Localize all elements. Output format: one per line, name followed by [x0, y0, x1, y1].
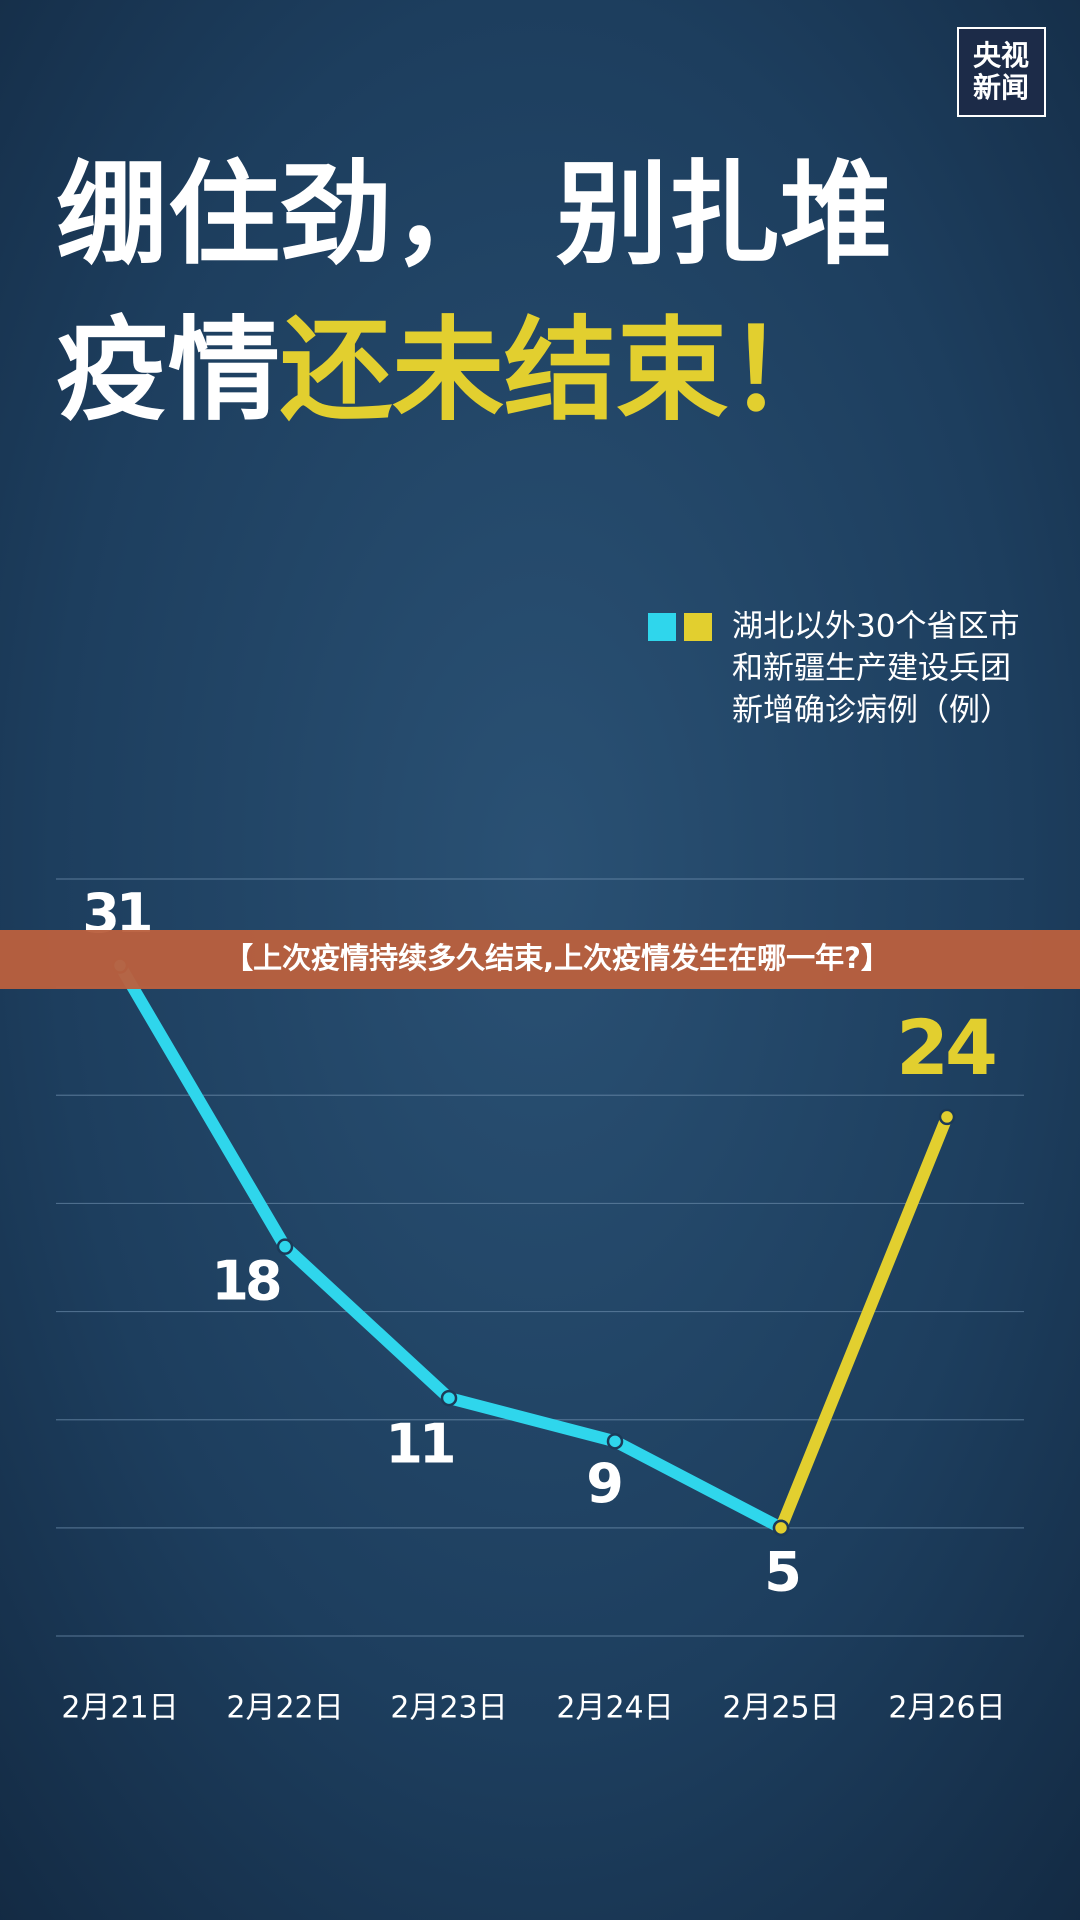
point: [938, 1108, 956, 1126]
legend-swatch: [684, 613, 712, 641]
point: [276, 1238, 294, 1255]
legend-text: 和新疆生产建设兵团: [732, 651, 1011, 687]
title: 疫情还未结束！: [56, 306, 840, 436]
title-part: 别扎堆: [556, 150, 892, 280]
data-label: 24: [896, 1003, 995, 1092]
data-label: 9: [586, 1452, 621, 1515]
title-part: 还未结束！: [280, 306, 840, 436]
logo-box: [957, 27, 1046, 117]
x-tick-label: 2月26日: [888, 1691, 1005, 1726]
data-label: 11: [385, 1413, 453, 1476]
logo-text: 新闻: [973, 71, 1029, 104]
banner-bar: [0, 930, 1080, 989]
data-label: 5: [764, 1540, 798, 1603]
line: [775, 1110, 953, 1534]
x-tick-label: 2月25日: [722, 1691, 839, 1726]
logo: 央视 新闻: [957, 27, 1046, 117]
x-tick-label: 2月23日: [390, 1691, 507, 1726]
title: 绷住劲， 别扎堆: [56, 150, 892, 280]
logo-text: 央视: [973, 39, 1029, 72]
title-part: 绷住劲，: [56, 150, 504, 280]
point: [772, 1519, 790, 1537]
x-tick-label: 2月21日: [61, 1691, 178, 1726]
x-tick-label: 2月24日: [556, 1691, 673, 1726]
point: [440, 1389, 458, 1407]
legend-swatch: [648, 613, 676, 641]
banner-text: 【上次疫情持续多久结束,上次疫情发生在哪一年?】: [224, 941, 890, 975]
x-tick-label: 2月22日: [226, 1691, 343, 1726]
title-part: 疫情: [56, 306, 280, 436]
legend-text: 湖北以外30个省区市: [732, 609, 1019, 645]
banner: 【上次疫情持续多久结束,上次疫情发生在哪一年?】: [0, 930, 1080, 989]
data-label: 18: [211, 1249, 280, 1312]
point: [606, 1433, 624, 1450]
legend-text: 新增确诊病例（例）: [732, 693, 1011, 729]
